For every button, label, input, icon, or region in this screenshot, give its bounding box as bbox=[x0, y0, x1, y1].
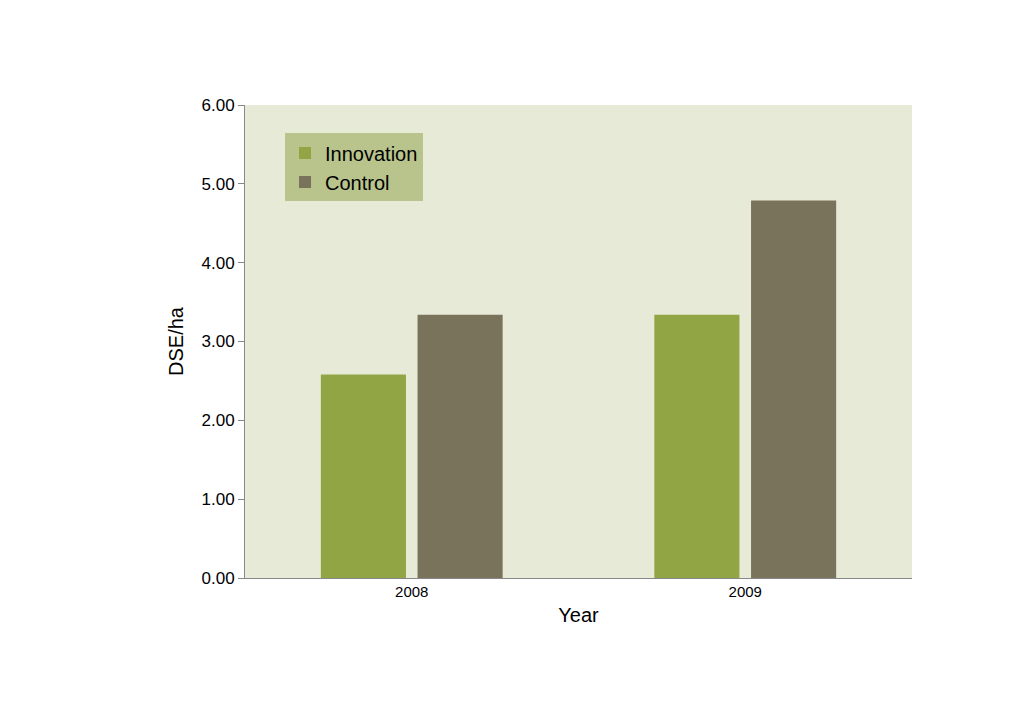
svg-text:4.00: 4.00 bbox=[202, 254, 235, 273]
svg-text:5.00: 5.00 bbox=[202, 175, 235, 194]
svg-text:Control: Control bbox=[325, 172, 389, 194]
svg-text:1.00: 1.00 bbox=[202, 490, 235, 509]
svg-text:0.00: 0.00 bbox=[202, 569, 235, 588]
svg-text:2.00: 2.00 bbox=[202, 411, 235, 430]
svg-text:Innovation: Innovation bbox=[325, 143, 417, 165]
svg-text:Year: Year bbox=[558, 604, 599, 626]
svg-text:2009: 2009 bbox=[729, 583, 762, 600]
svg-text:DSE/ha: DSE/ha bbox=[165, 306, 187, 376]
svg-text:6.00: 6.00 bbox=[202, 96, 235, 115]
svg-text:3.00: 3.00 bbox=[202, 332, 235, 351]
svg-text:2008: 2008 bbox=[395, 583, 428, 600]
